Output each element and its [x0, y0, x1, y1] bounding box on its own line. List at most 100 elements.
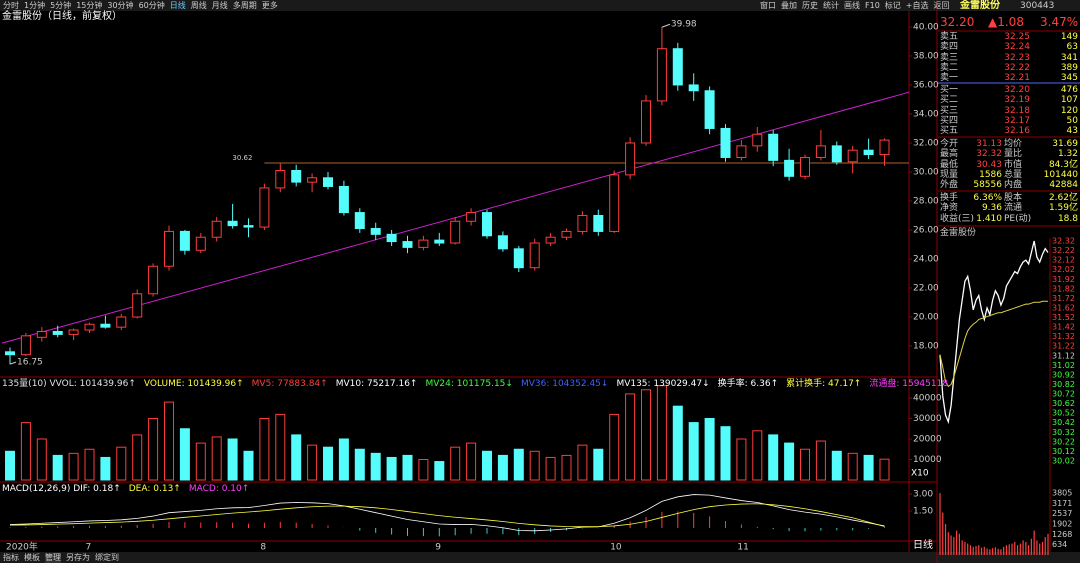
volume-bar	[752, 430, 763, 481]
candle-body	[609, 174, 620, 232]
tool-button[interactable]: 统计	[823, 1, 839, 10]
book-price: 32.16	[1004, 126, 1030, 137]
candle-body	[84, 323, 95, 331]
tool-button[interactable]: 历史	[802, 1, 818, 10]
low-pointer	[9, 361, 17, 365]
tab[interactable]: 更多	[261, 1, 278, 10]
volume-bar	[20, 422, 31, 481]
candle-body	[227, 220, 238, 227]
stat-value: 1.32	[1057, 149, 1078, 160]
candle-body	[36, 330, 47, 338]
volume-legend: VOLUME: 101439.96↑	[143, 379, 244, 389]
tab[interactable]: 15分钟	[76, 1, 103, 10]
volume-legend: MV36: 104352.45↓	[520, 379, 609, 389]
bottom-tab[interactable]: 另存为	[66, 553, 90, 562]
volume-bar	[36, 438, 47, 481]
candle-body	[370, 228, 381, 235]
tab[interactable]: 月线	[211, 1, 228, 10]
volume-bar	[243, 450, 254, 481]
price-pct: 3.47%	[1040, 15, 1079, 29]
volume-bar	[338, 438, 349, 481]
book-price: 32.24	[1004, 42, 1030, 53]
intraday-tick-label: 31.82	[1052, 284, 1075, 293]
stat-value: 2.62亿	[1048, 193, 1078, 203]
intraday-volume-tick: 3171	[1052, 499, 1072, 508]
y-tick-label: 20000	[913, 434, 942, 444]
candle-body	[450, 220, 461, 244]
volume-bar	[704, 417, 715, 481]
tab[interactable]: 周线	[190, 1, 207, 10]
volume-bar	[5, 450, 15, 481]
intraday-volume-tick: 1268	[1052, 530, 1072, 539]
intraday-tick-label: 31.22	[1052, 342, 1075, 351]
stat-value: 6.36%	[973, 193, 1002, 203]
intraday-volume-tick: 1902	[1052, 520, 1072, 529]
volume-header: 135量(10) VVOL: 101439.96↑ VOLUME: 101439.…	[2, 379, 948, 389]
candle-body	[68, 329, 79, 335]
volume-bar	[227, 438, 238, 481]
tab[interactable]: 30分钟	[107, 1, 134, 10]
book-label: 买二	[940, 95, 959, 106]
volume-bar	[68, 452, 79, 481]
volume-unit: X10	[911, 469, 929, 479]
volume-bar	[354, 448, 365, 481]
tab[interactable]: 分时	[3, 1, 19, 10]
tool-button[interactable]: 返回	[933, 1, 950, 10]
tool-button[interactable]: 窗口	[760, 1, 776, 10]
y-tick-label: 1.50	[913, 506, 933, 516]
bottom-tab[interactable]: 绑定到	[95, 553, 119, 562]
tab[interactable]: 60分钟	[138, 1, 165, 10]
candle-body	[513, 248, 524, 269]
tool-button[interactable]: F10	[865, 1, 880, 10]
intraday-tick-label: 30.12	[1052, 447, 1075, 456]
candle-body	[497, 235, 508, 250]
volume-bar	[84, 448, 95, 481]
book-volume: 389	[1060, 62, 1078, 73]
volume-bar	[402, 454, 413, 481]
volume-bar	[307, 444, 318, 481]
candle-body	[736, 145, 747, 158]
stat-label: 总量	[1004, 169, 1023, 180]
tool-button[interactable]: 叠加	[781, 1, 797, 10]
volume-bar	[513, 448, 524, 481]
intraday-tick-label: 31.02	[1052, 361, 1075, 370]
tab[interactable]: 日线	[169, 1, 186, 10]
candle-body	[211, 220, 222, 238]
period-label[interactable]: 日线	[913, 540, 933, 551]
tool-button[interactable]: 画线	[844, 1, 860, 10]
volume-bar	[497, 454, 508, 481]
volume-bar	[593, 448, 604, 481]
volume-bar	[482, 450, 492, 481]
stat-label: 换手	[940, 193, 959, 203]
intraday-tick-label: 31.92	[1052, 275, 1075, 284]
toolbar-right: 窗口 叠加 历史 统计 画线 F10 标记 +自选 返回	[760, 1, 949, 11]
bottom-tab[interactable]: 管理	[45, 553, 61, 563]
volume-bar	[291, 434, 302, 481]
candle-body	[307, 177, 318, 183]
tool-button[interactable]: 标记	[884, 1, 901, 10]
bottom-tab[interactable]: 指标	[3, 553, 19, 562]
intraday-tick-label: 31.72	[1052, 294, 1075, 303]
intraday-tick-label: 30.22	[1052, 437, 1075, 446]
volume-bar	[211, 436, 222, 481]
stat-value: 31.13	[976, 139, 1002, 149]
volume-bar	[641, 389, 651, 481]
volume-bar	[831, 450, 842, 481]
intraday-tick-label: 32.12	[1052, 256, 1075, 265]
candle-body	[148, 265, 159, 295]
tab[interactable]: 1分钟	[24, 1, 46, 10]
intraday-tick-label: 31.62	[1052, 303, 1075, 312]
book-volume: 50	[1066, 115, 1078, 126]
tool-button[interactable]: +自选	[905, 1, 929, 10]
volume-bar	[132, 434, 143, 481]
intraday-tick-label: 32.02	[1052, 265, 1075, 274]
tab[interactable]: 5分钟	[50, 1, 72, 10]
intraday-tick-label: 32.32	[1052, 237, 1075, 246]
bottom-tab[interactable]: 模板	[24, 553, 40, 562]
high-pointer	[661, 23, 671, 28]
book-price: 32.20	[1004, 85, 1030, 95]
tab[interactable]: 多周期	[232, 1, 257, 10]
candle-body	[275, 170, 286, 189]
stat-value: 1586	[979, 169, 1002, 180]
